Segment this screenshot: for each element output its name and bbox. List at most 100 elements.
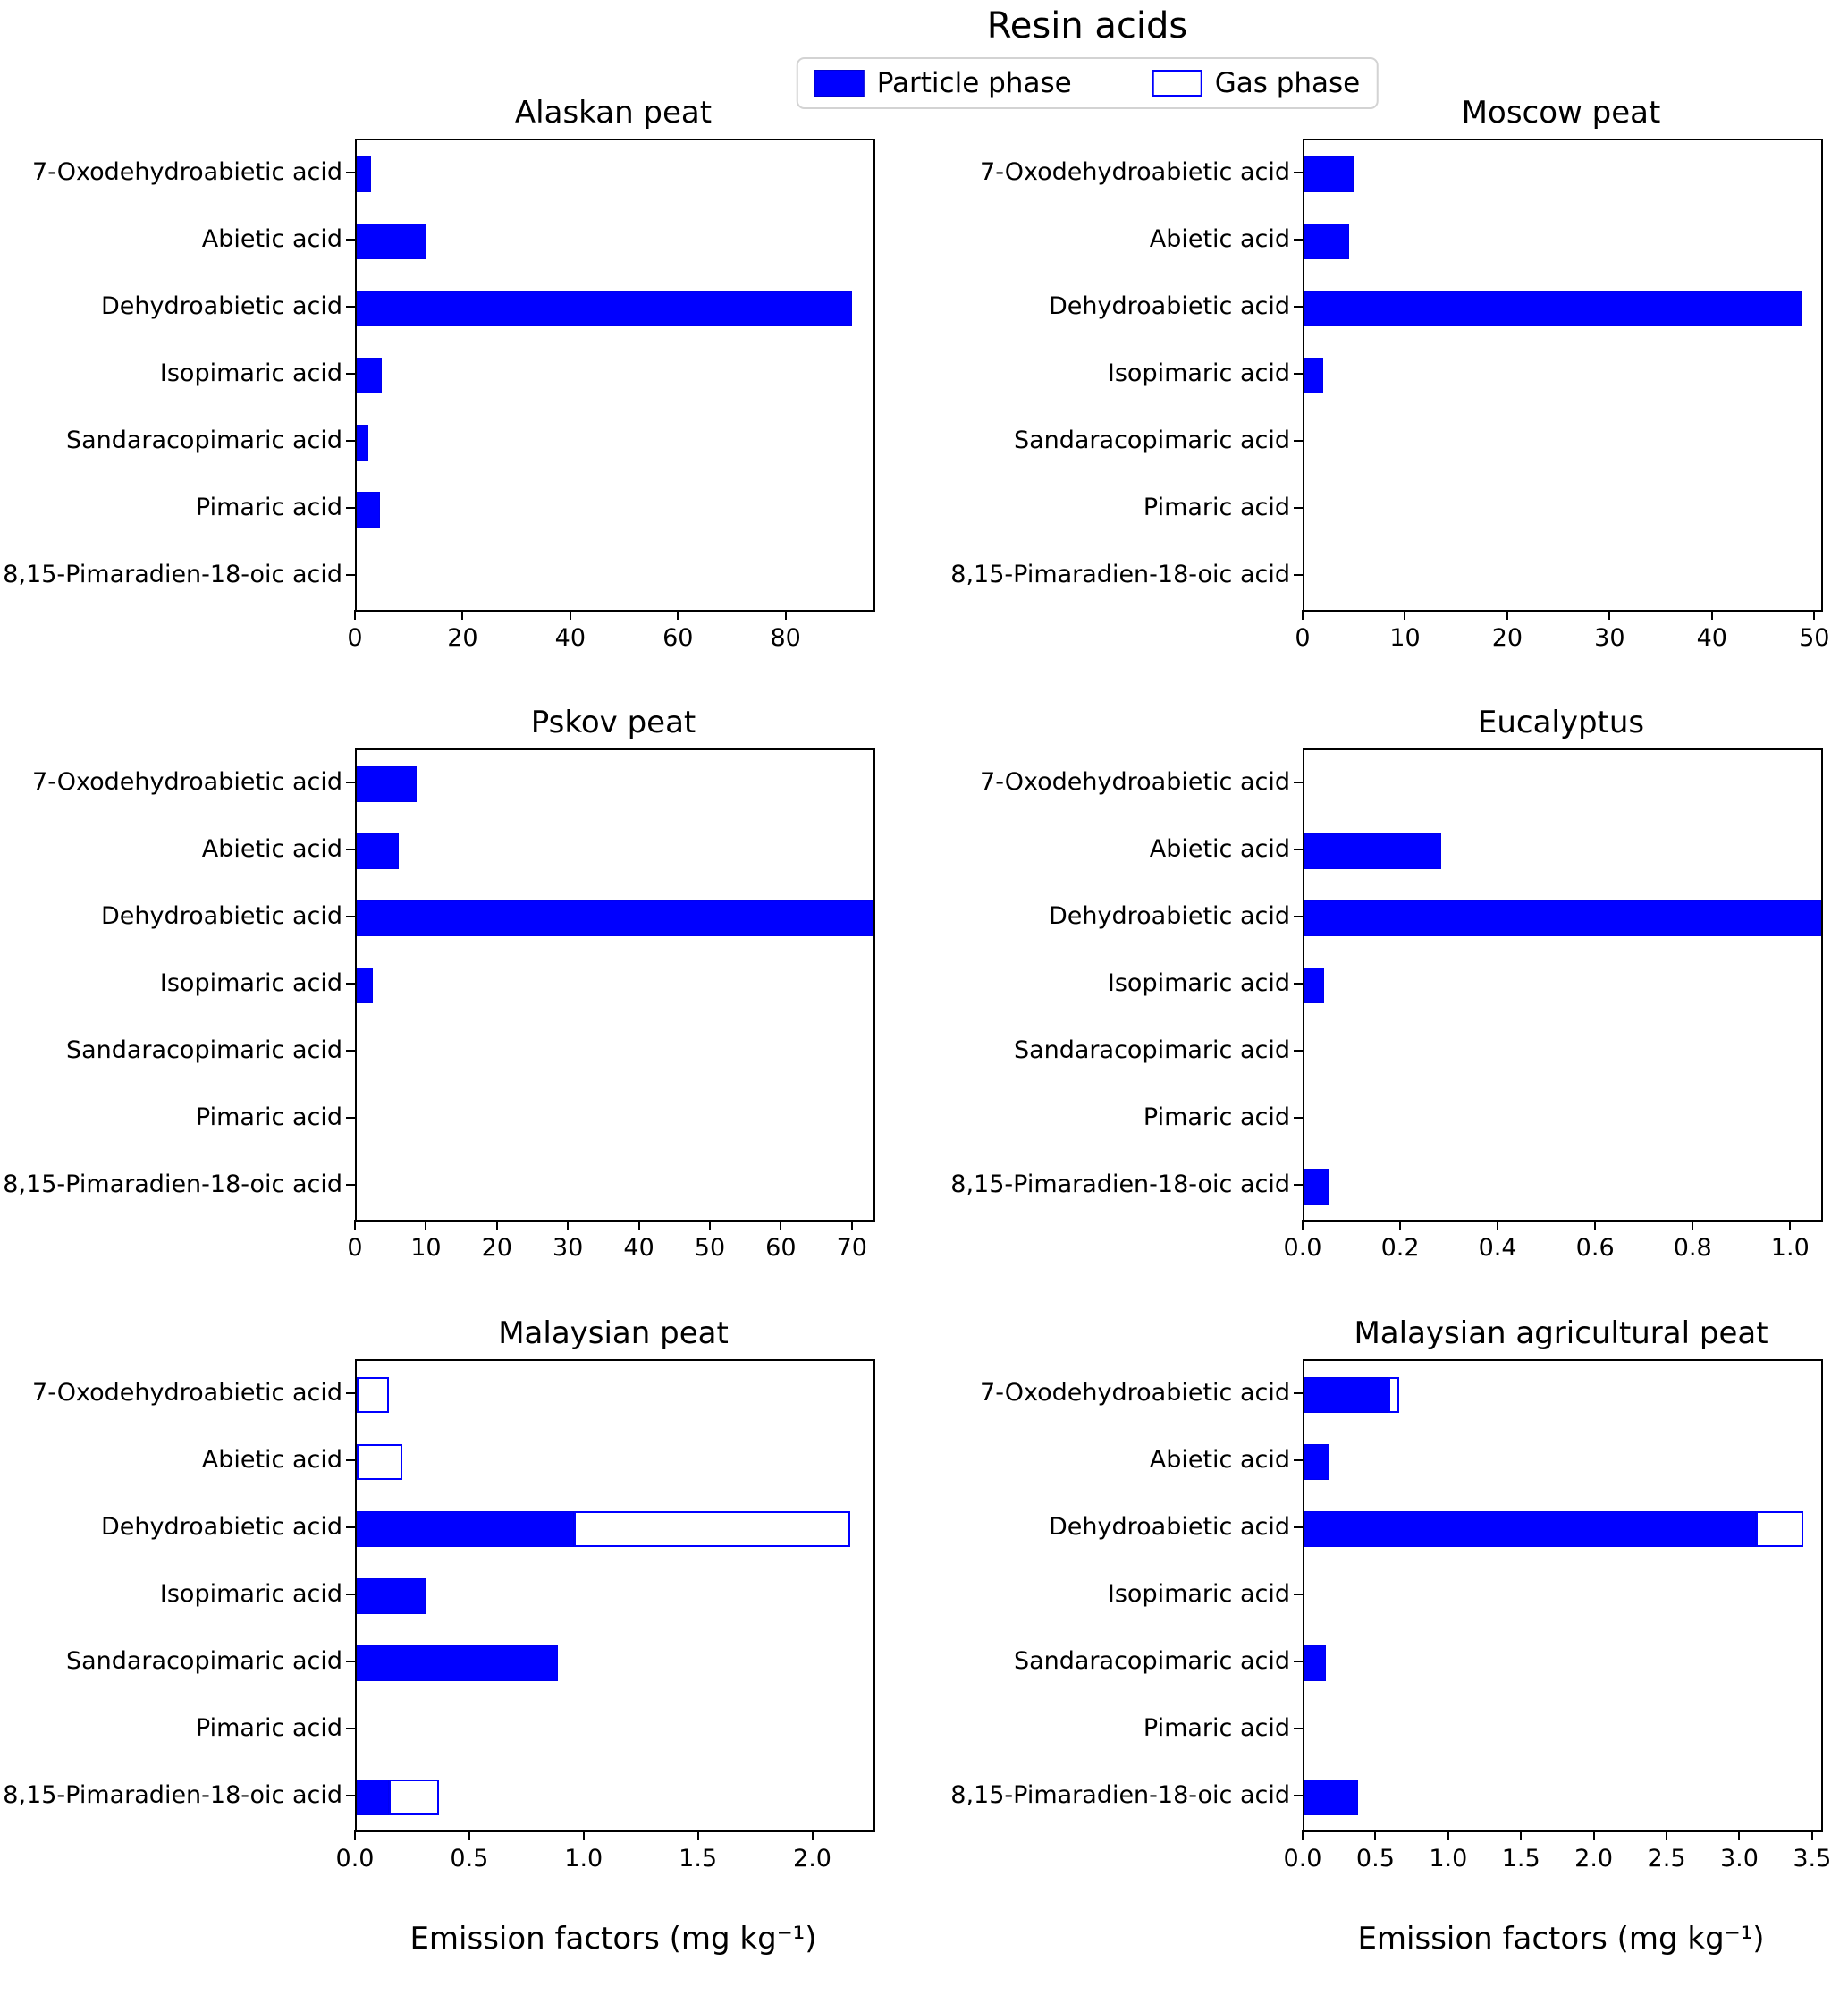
bar-particle — [357, 1779, 389, 1815]
x-tick-label: 10 — [410, 1234, 442, 1262]
plot-area-alaskan-peat — [355, 139, 875, 612]
x-tick-label: 40 — [623, 1234, 654, 1262]
bar-particle — [357, 833, 399, 869]
bar-particle — [357, 1577, 426, 1614]
xaxis-label-left: Emission factors (mg kg⁻¹) — [409, 1921, 817, 1957]
x-tick-label: 10 — [1389, 624, 1421, 652]
x-tick — [1520, 1830, 1523, 1840]
category-label: Abietic acid — [1149, 224, 1290, 253]
y-tick — [1294, 171, 1303, 173]
x-tick-label: 50 — [694, 1234, 726, 1262]
bar-particle — [357, 967, 374, 1003]
x-tick-label: 0.0 — [1283, 1234, 1322, 1262]
y-tick — [1294, 506, 1303, 509]
y-tick — [1294, 1526, 1303, 1528]
y-tick — [1294, 848, 1303, 850]
category-label: Isopimaric acid — [1107, 968, 1290, 997]
subplot-title-malaysian-agricultural-peat: Malaysian agricultural peat — [1354, 1315, 1768, 1351]
y-tick — [346, 1458, 355, 1461]
plot-area-malaysian-peat — [355, 1359, 875, 1832]
x-tick — [1789, 1220, 1792, 1230]
category-label: Pimaric acid — [195, 493, 342, 521]
bar-particle — [357, 156, 372, 192]
category-label: Dehydroabietic acid — [1049, 901, 1290, 930]
category-label: Isopimaric acid — [159, 1579, 342, 1608]
x-tick-label: 80 — [770, 624, 801, 652]
x-tick-label: 20 — [1491, 624, 1523, 652]
x-tick-label: 1.5 — [1501, 1845, 1540, 1873]
x-tick — [784, 610, 787, 620]
y-tick — [1294, 915, 1303, 917]
category-label: 8,15-Pimaradien-18-oic acid — [3, 1780, 342, 1809]
x-tick-label: 40 — [1696, 624, 1727, 652]
y-tick — [1294, 982, 1303, 985]
x-tick — [1506, 610, 1508, 620]
x-tick — [1497, 1220, 1499, 1230]
plot-area-eucalyptus — [1303, 748, 1823, 1222]
x-tick — [811, 1830, 814, 1840]
y-tick — [1294, 305, 1303, 308]
x-tick — [1592, 1830, 1595, 1840]
x-tick-label: 30 — [1594, 624, 1625, 652]
bar-particle — [357, 290, 852, 326]
category-label: Dehydroabietic acid — [101, 292, 342, 320]
bar-particle — [1304, 967, 1324, 1003]
x-tick — [354, 1830, 356, 1840]
y-tick — [1294, 1727, 1303, 1729]
x-tick — [1666, 1830, 1668, 1840]
y-tick — [346, 573, 355, 576]
category-label: Pimaric acid — [1143, 1713, 1290, 1742]
bar-particle — [357, 424, 368, 461]
category-label: Pimaric acid — [195, 1713, 342, 1742]
y-tick — [1294, 1049, 1303, 1052]
category-label: Sandaracopimaric acid — [1013, 1036, 1290, 1064]
x-tick-label: 60 — [765, 1234, 797, 1262]
bar-particle — [1304, 833, 1441, 869]
x-tick-label: 2.0 — [1574, 1845, 1614, 1873]
x-tick-label: 0 — [347, 624, 363, 652]
x-tick — [1810, 1830, 1813, 1840]
plot-area-moscow-peat — [1303, 139, 1823, 612]
bar-particle — [1304, 1779, 1359, 1815]
x-tick — [569, 610, 571, 620]
legend: Particle phase Gas phase — [796, 57, 1379, 109]
x-tick-label: 0.0 — [1283, 1845, 1322, 1873]
xaxis-label-right: Emission factors (mg kg⁻¹) — [1357, 1921, 1765, 1957]
category-label: 7-Oxodehydroabietic acid — [32, 1378, 342, 1407]
x-tick-label: 0.0 — [335, 1845, 375, 1873]
x-tick — [1302, 1830, 1304, 1840]
category-label: Abietic acid — [1149, 1445, 1290, 1474]
y-tick — [346, 848, 355, 850]
bar-particle — [357, 900, 873, 936]
bar-particle — [1304, 223, 1350, 259]
x-tick-label: 0 — [1295, 624, 1311, 652]
category-label: Dehydroabietic acid — [1049, 292, 1290, 320]
x-tick-label: 40 — [554, 624, 586, 652]
x-tick — [582, 1830, 585, 1840]
y-tick — [346, 1183, 355, 1186]
x-tick-label: 2.0 — [793, 1845, 831, 1873]
x-tick — [461, 610, 464, 620]
y-tick — [1294, 1458, 1303, 1461]
bar-gas — [357, 1376, 389, 1413]
x-tick — [495, 1220, 498, 1230]
x-tick-label: 0.8 — [1673, 1234, 1712, 1262]
x-tick — [1710, 610, 1713, 620]
x-tick — [1302, 1220, 1304, 1230]
y-tick — [1294, 1660, 1303, 1662]
x-tick-label: 1.0 — [564, 1845, 603, 1873]
bar-particle — [357, 491, 380, 528]
category-label: Isopimaric acid — [159, 359, 342, 387]
category-label: 8,15-Pimaradien-18-oic acid — [3, 560, 342, 588]
category-label: Pimaric acid — [195, 1103, 342, 1131]
bar-particle — [1304, 900, 1821, 936]
x-tick — [1608, 610, 1611, 620]
category-label: Abietic acid — [201, 1445, 342, 1474]
x-tick-label: 3.0 — [1719, 1845, 1759, 1873]
x-tick — [1692, 1220, 1694, 1230]
x-tick-label: 20 — [447, 624, 478, 652]
particle-phase-swatch — [814, 70, 865, 97]
y-tick — [1294, 573, 1303, 576]
x-tick-label: 0.6 — [1575, 1234, 1615, 1262]
y-tick — [346, 1391, 355, 1394]
